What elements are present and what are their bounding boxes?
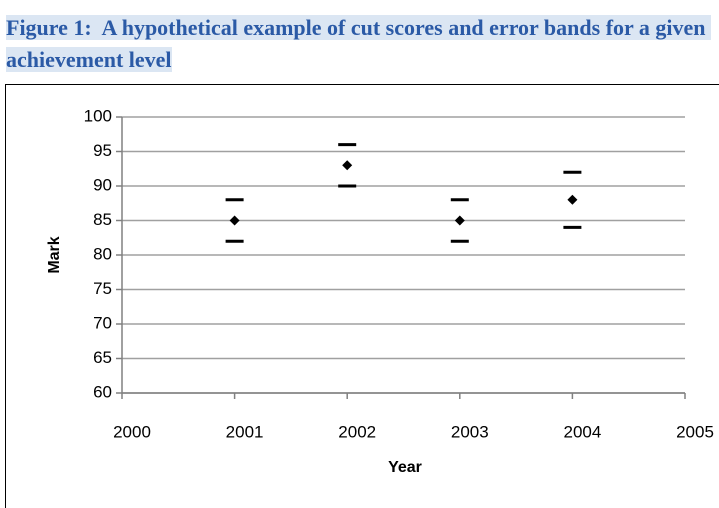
y-tick-label: 100 (84, 106, 112, 125)
point (229, 215, 240, 226)
point (342, 160, 353, 171)
x-tick-label: 2003 (451, 422, 489, 441)
y-tick-label: 95 (93, 141, 112, 160)
y-tick-label: 65 (93, 348, 112, 367)
y-tick-label: 70 (93, 313, 112, 332)
y-tick-label: 75 (93, 279, 112, 298)
x-tick-label: 2004 (563, 422, 601, 441)
point (454, 215, 465, 226)
chart-title: Figure 1: A hypothetical example of cut … (6, 15, 711, 72)
y-tick-label: 85 (93, 210, 112, 229)
x-tick-label: 2000 (113, 422, 151, 441)
x-axis-label: Year (388, 459, 422, 476)
y-tick-label: 80 (93, 244, 112, 263)
point (567, 194, 578, 205)
x-tick-label: 2001 (226, 422, 264, 441)
y-tick-label: 90 (93, 175, 112, 194)
x-tick-label: 2005 (676, 422, 714, 441)
figure-caption: Figure 1: A hypothetical example of cut … (6, 12, 711, 76)
chart-frame (5, 84, 719, 508)
y-axis-label: Mark (46, 236, 63, 273)
x-tick-label: 2002 (338, 422, 376, 441)
y-tick-label: 60 (93, 382, 112, 401)
